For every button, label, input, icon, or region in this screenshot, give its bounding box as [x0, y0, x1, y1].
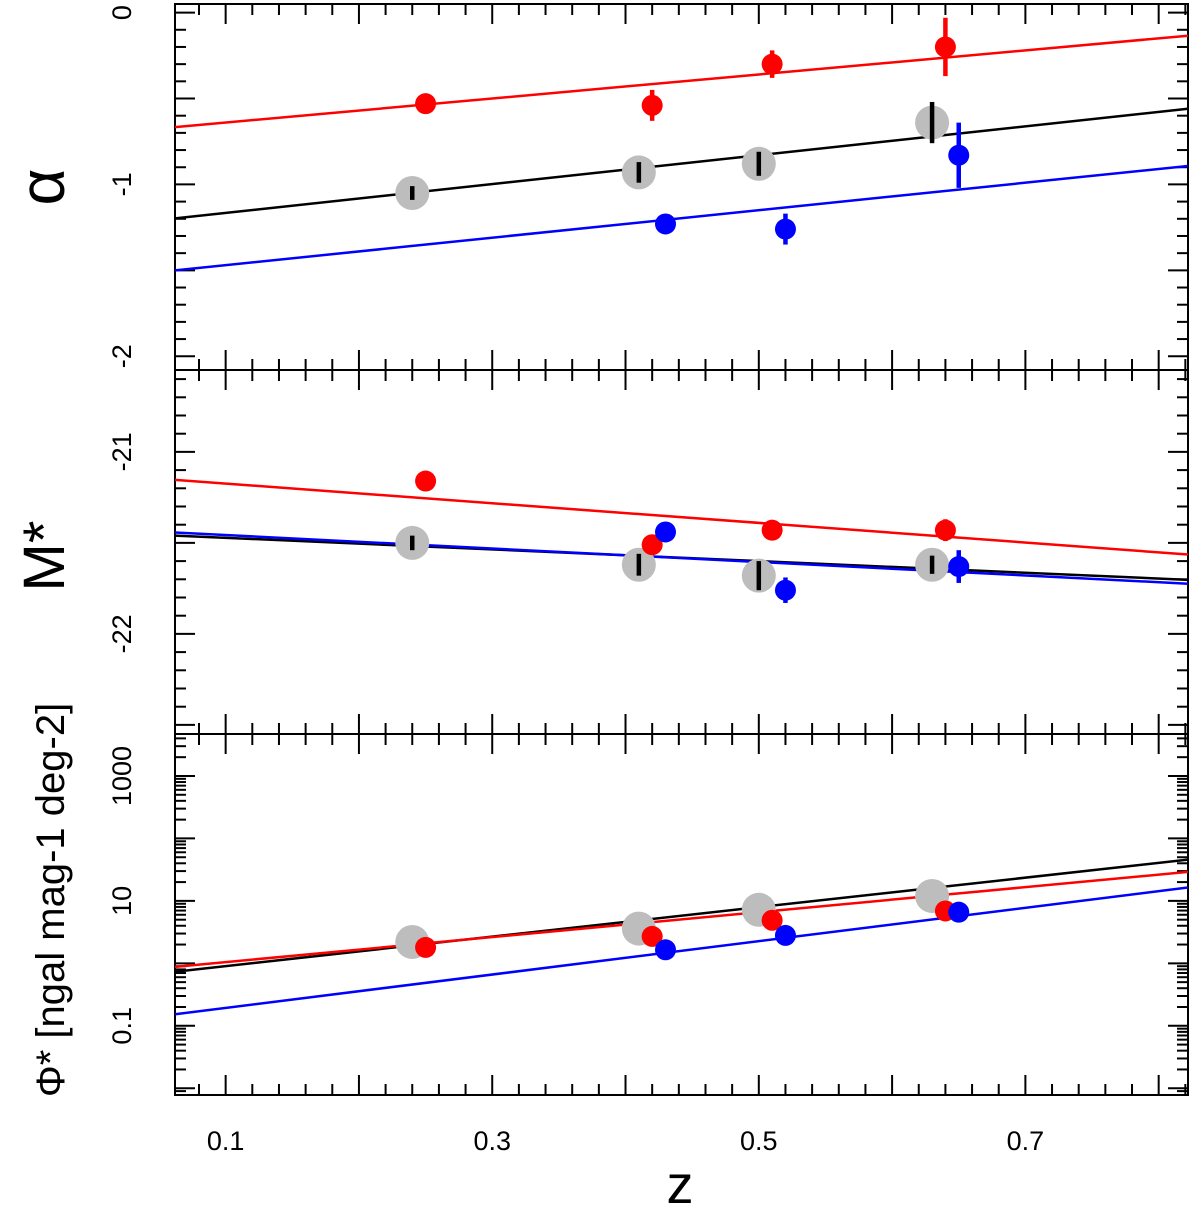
panels: 0 -1 -2 -21 -22 1000 10 0.1: [107, 3, 1189, 1096]
phi-axis-title: Φ* [ngal mag-1 deg-2]: [29, 703, 73, 1097]
panel-alpha: 0 -1 -2: [107, 3, 1189, 371]
fit-lines: [175, 478, 1188, 585]
y-tick-label: -21: [107, 432, 137, 471]
marker-red: [761, 519, 783, 541]
marker-red: [761, 53, 783, 75]
data-points: [395, 470, 970, 603]
alpha-axis-title: α: [6, 169, 78, 206]
marker-blue: [774, 218, 796, 240]
marker-blue: [774, 924, 796, 946]
phi-axis-title-text: Φ* [ngal mag-1 deg-2]: [29, 703, 73, 1097]
x-tick-label: 0.7: [1007, 1126, 1045, 1156]
y-tick-label: 1000: [107, 746, 137, 806]
marker-red: [934, 519, 956, 541]
marker-red: [761, 909, 783, 931]
marker-red: [641, 534, 663, 556]
x-tick-label: 0.1: [207, 1126, 245, 1156]
y-tick-label: 0: [107, 5, 137, 20]
marker-blue: [774, 579, 796, 601]
panel-frame: [174, 369, 1189, 735]
mstar-axis-title-text: M*: [12, 521, 77, 592]
marker-red: [641, 925, 663, 947]
fit-line-red: [175, 478, 1188, 556]
fit-line-all: [175, 858, 1188, 973]
marker-red: [415, 470, 437, 492]
fit-line-red: [175, 870, 1188, 969]
data-points: [395, 17, 970, 245]
marker-red: [934, 36, 956, 58]
mstar-axis-title: M*: [12, 521, 77, 592]
fit-line-blue: [175, 531, 1188, 585]
marker-blue: [655, 521, 677, 543]
marker-blue: [655, 213, 677, 235]
y-tick-label: -22: [107, 614, 137, 653]
marker-blue: [948, 556, 970, 578]
marker-blue: [655, 939, 677, 961]
fit-line-blue: [175, 164, 1188, 272]
x-axis: 0.1 0.3 0.5 0.7: [207, 1126, 1044, 1156]
fit-lines: [175, 34, 1188, 272]
fit-line-all: [175, 107, 1188, 220]
marker-blue: [948, 144, 970, 166]
marker-red: [415, 936, 437, 958]
x-axis-title: z: [667, 1155, 694, 1211]
marker-red: [415, 93, 437, 115]
marker-red: [641, 94, 663, 116]
y-tick-label: -2: [107, 344, 137, 368]
panel-frame: [174, 3, 1189, 371]
y-tick-label: 10: [107, 886, 137, 916]
x-tick-label: 0.3: [473, 1126, 511, 1156]
fit-lines: [175, 858, 1188, 1016]
fit-line-red: [175, 34, 1188, 129]
panel-phi: 1000 10 0.1: [107, 733, 1189, 1096]
y-tick-label: -1: [107, 172, 137, 196]
data-points: [395, 878, 970, 961]
y-tick-label: 0.1: [107, 1007, 137, 1045]
panel-mstar: -21 -22: [107, 369, 1189, 735]
marker-blue: [948, 901, 970, 923]
fit-line-blue: [175, 886, 1188, 1016]
x-tick-label: 0.5: [740, 1126, 778, 1156]
